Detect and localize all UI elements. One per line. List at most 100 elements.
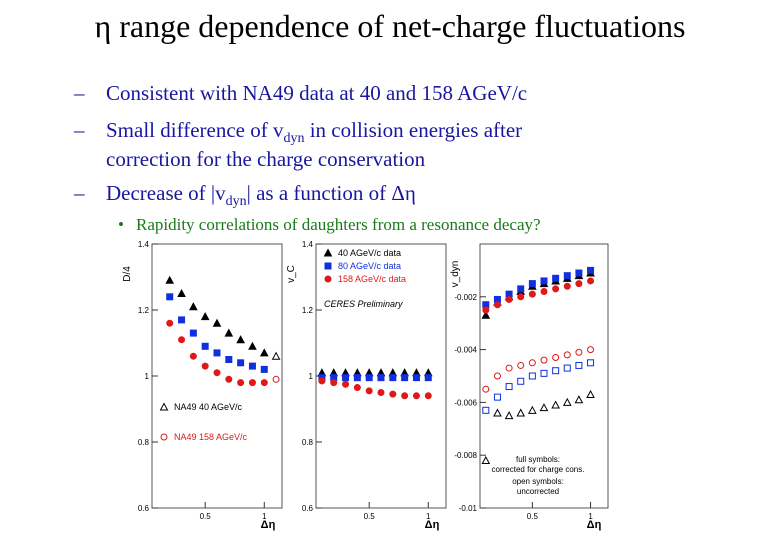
panel-3-point [575, 348, 583, 356]
panel-2-legend-label: 40 AGeV/c data [338, 248, 401, 258]
bullet-2-subscript: dyn [283, 131, 305, 147]
panel-1-ytick-label: 0.8 [138, 438, 150, 447]
panel-1-point [272, 375, 280, 383]
panel-3-point [528, 405, 537, 414]
panel-3-point [482, 385, 490, 393]
panel-1-point [212, 318, 222, 327]
panel-1-point [237, 359, 245, 367]
bullet-2-text-b: in collision energies after [304, 118, 523, 142]
panel-2-point [318, 377, 326, 385]
panel-2-xtick-label: 1 [426, 512, 431, 521]
panel-2-point [424, 374, 432, 382]
panel-2-point [353, 374, 361, 382]
panel-2-xlabel: Δη [425, 519, 440, 531]
panel-1-point [189, 329, 197, 337]
panel-1-point [260, 365, 268, 373]
panel-1-xlabel: Δη [261, 519, 276, 531]
panel-1-xtick-label: 1 [262, 512, 267, 521]
panel-2-legend-marker [324, 275, 332, 283]
panel-2-annotation: CERES Preliminary [324, 299, 403, 309]
panel-1-point [178, 336, 186, 344]
panel-2-legend-label: 158 AGeV/c data [338, 274, 406, 284]
panel-3-point [505, 383, 513, 391]
panel-1-xtick-label: 0.5 [200, 512, 212, 521]
panel-3-ytick-label: -0.006 [454, 398, 477, 407]
panel-1-point [166, 293, 174, 301]
panel-3-xtick-label: 1 [588, 512, 593, 521]
panel-1-point [248, 341, 257, 350]
panel-3-point [481, 455, 491, 464]
panel-2-point [412, 374, 420, 382]
panel-3-note: full symbols: [516, 455, 560, 464]
panel-3-point [587, 266, 595, 274]
panel-3-point [517, 285, 525, 293]
panel-3-point [493, 393, 501, 401]
bullet-dash: – [74, 118, 85, 142]
panel-3-point [528, 359, 536, 367]
panel-1-point [189, 352, 197, 360]
panel-3-note: corrected for charge cons. [492, 465, 585, 474]
panel-2-ytick-label: 1.2 [302, 306, 314, 315]
panel-3-point [574, 395, 584, 404]
panel-2-point [353, 384, 361, 392]
panel-3-point [516, 408, 526, 417]
panel-3-point [517, 377, 525, 385]
panel-1-point [225, 356, 233, 363]
panel-2-legend-marker [323, 248, 333, 257]
panel-3-note: uncorrected [517, 487, 559, 496]
panel-3-point [505, 364, 513, 372]
panel-1-point [237, 379, 245, 387]
panel-1-point [213, 349, 221, 357]
panel-1-point [248, 379, 256, 387]
panel-3-point [575, 269, 583, 277]
panel-1-point [201, 342, 209, 350]
panel-3-note: open symbols: [512, 477, 564, 486]
panel-1-point [236, 335, 245, 344]
panel-2-xtick-label: 0.5 [364, 512, 376, 521]
panel-1-point [224, 328, 234, 337]
panel-3-ylabel: v_dyn [450, 261, 461, 288]
panel-3-ytick-label: -0.002 [454, 293, 477, 302]
panel-3-point [587, 346, 595, 354]
panel-1-ytick-label: 1 [145, 372, 150, 381]
panel-2-point [342, 380, 350, 388]
panel-1-ytick-label: 1.4 [138, 240, 150, 249]
bullet-2: – Small difference of vdyn in collision e… [74, 117, 522, 152]
panel-3-point [505, 295, 513, 303]
panel-1-legend-label: NA49 158 AGeV/c [174, 432, 248, 442]
panel-3-point [493, 408, 502, 417]
bullet-1-text: Consistent with NA49 data at 40 and 158 … [106, 81, 528, 105]
panel-3-point [493, 372, 501, 380]
panel-3-point [528, 290, 536, 298]
panel-1-point [165, 275, 175, 284]
panel-2-point [401, 392, 409, 400]
panel-1-ylabel: D/4 [122, 266, 133, 282]
panel-1-legend-marker [160, 433, 168, 441]
panel-2-ylabel: v_C [286, 265, 297, 283]
bullet-1: – Consistent with NA49 data at 40 and 158… [74, 80, 527, 106]
bullet-3-text-b: | as a function of Δη [246, 181, 416, 205]
panel-2-point [401, 374, 409, 382]
panel-2-ytick-label: 0.6 [302, 504, 314, 513]
panel-3-point [562, 397, 572, 406]
panel-3-point [517, 293, 525, 301]
panel-3-point [482, 406, 490, 414]
panel-2-point [389, 374, 397, 382]
panel-3-point [528, 280, 536, 288]
slide-title: η range dependence of net-charge fluctua… [94, 8, 686, 44]
panel-3-xtick-label: 0.5 [527, 512, 539, 521]
bullet-dash: – [74, 81, 85, 105]
panel-2-ytick-label: 1 [309, 372, 314, 381]
panel-3-ytick-label: -0.004 [454, 346, 477, 355]
panel-2-ytick-label: 0.8 [302, 438, 314, 447]
panel-1-point [178, 316, 186, 324]
panel-3-point [482, 306, 490, 314]
panel-2-legend-label: 80 AGeV/c data [338, 261, 401, 271]
panel-3-point [540, 356, 548, 364]
panel-1-point [201, 362, 209, 370]
panel-2-legend-marker [324, 262, 332, 270]
panel-1-legend-label: NA49 40 AGeV/c [174, 402, 243, 412]
panel-1-point [225, 375, 233, 383]
panel-3-point [552, 367, 560, 375]
panel-1-point [248, 362, 256, 370]
